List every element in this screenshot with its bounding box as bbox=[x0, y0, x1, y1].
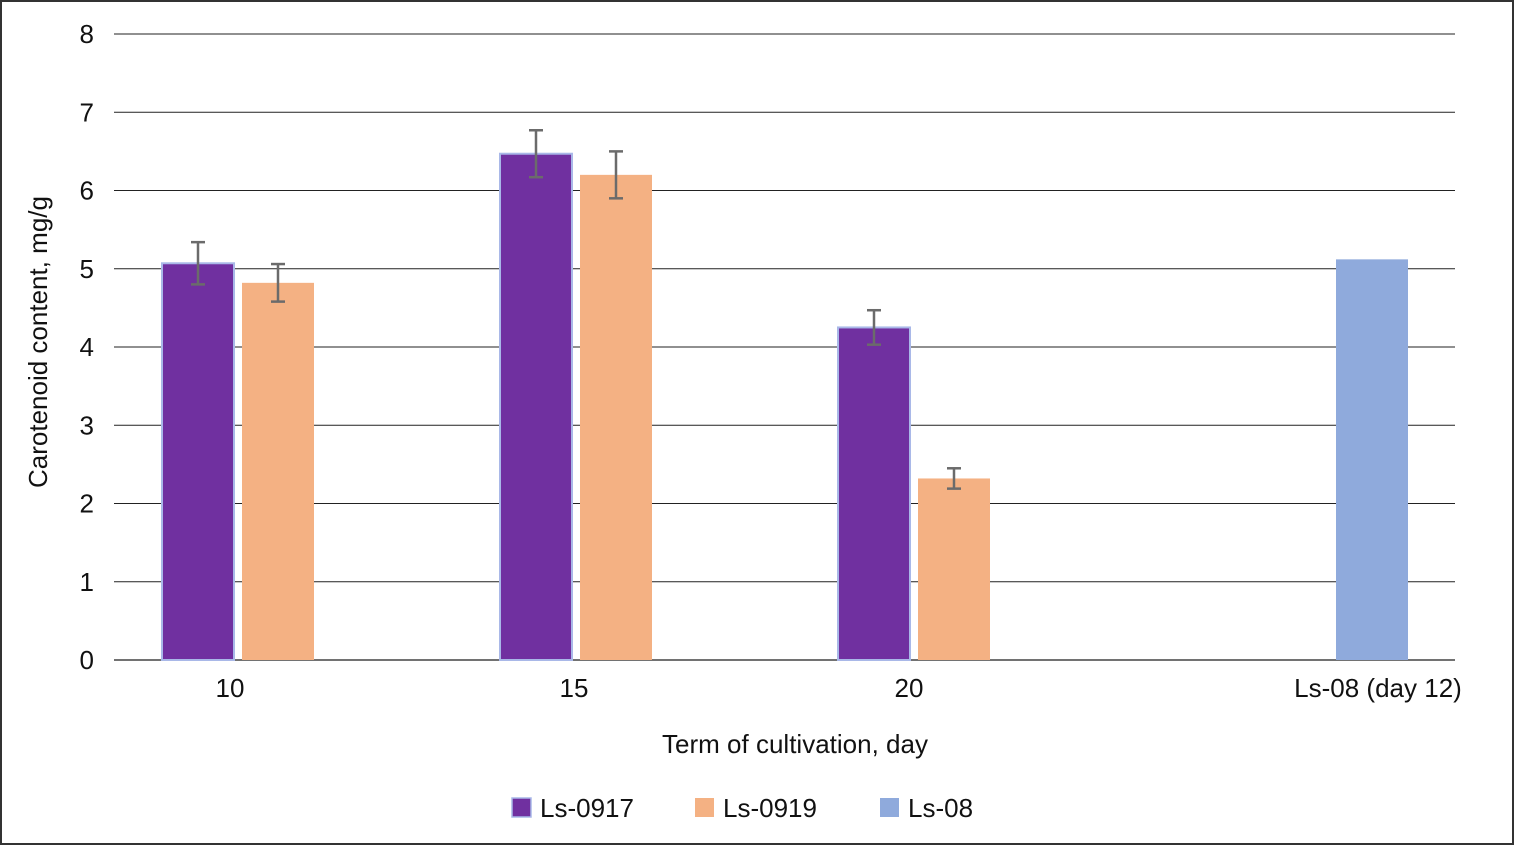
bar-ls-0919-0 bbox=[242, 282, 314, 660]
legend-swatch-ls-08 bbox=[880, 798, 899, 817]
y-tick-label-6: 6 bbox=[80, 176, 94, 206]
y-axis-ticks: 0 1 2 3 4 5 6 7 8 bbox=[80, 19, 94, 675]
y-tick-label-7: 7 bbox=[80, 97, 94, 127]
y-tick-label-3: 3 bbox=[80, 410, 94, 440]
x-tick-label-3: Ls-08 (day 12) bbox=[1294, 673, 1462, 703]
bar-ls-0917-0 bbox=[161, 262, 235, 661]
y-tick-label-5: 5 bbox=[80, 254, 94, 284]
legend-label-ls-0919: Ls-0919 bbox=[723, 793, 817, 823]
bar-ls-0917-2 bbox=[837, 326, 911, 661]
x-tick-label-1: 15 bbox=[560, 673, 589, 703]
x-tick-label-0: 10 bbox=[216, 673, 245, 703]
y-tick-label-0: 0 bbox=[80, 645, 94, 675]
legend-swatch-ls-0917 bbox=[511, 797, 532, 818]
legend-label-ls-0917: Ls-0917 bbox=[540, 793, 634, 823]
bar-ls-0919-1 bbox=[580, 174, 652, 660]
y-tick-label-1: 1 bbox=[80, 567, 94, 597]
bars bbox=[161, 152, 1408, 661]
y-tick-label-2: 2 bbox=[80, 489, 94, 519]
y-axis-title: Carotenoid content, mg/g bbox=[23, 196, 53, 488]
bar-ls-08-3 bbox=[1336, 259, 1408, 660]
error-bars bbox=[191, 128, 961, 490]
gridlines bbox=[114, 33, 1455, 661]
x-tick-label-2: 20 bbox=[895, 673, 924, 703]
x-axis-title: Term of cultivation, day bbox=[662, 729, 928, 759]
y-tick-label-4: 4 bbox=[80, 332, 94, 362]
legend: Ls-0917 Ls-0919 Ls-08 bbox=[511, 793, 973, 823]
x-axis-ticks: 10 15 20 Ls-08 (day 12) bbox=[216, 673, 1462, 703]
bar-ls-0917-1 bbox=[499, 152, 573, 661]
y-tick-label-8: 8 bbox=[80, 19, 94, 49]
bar-ls-0919-2 bbox=[918, 478, 990, 660]
legend-label-ls-08: Ls-08 bbox=[908, 793, 973, 823]
legend-swatch-ls-0919 bbox=[695, 798, 714, 817]
